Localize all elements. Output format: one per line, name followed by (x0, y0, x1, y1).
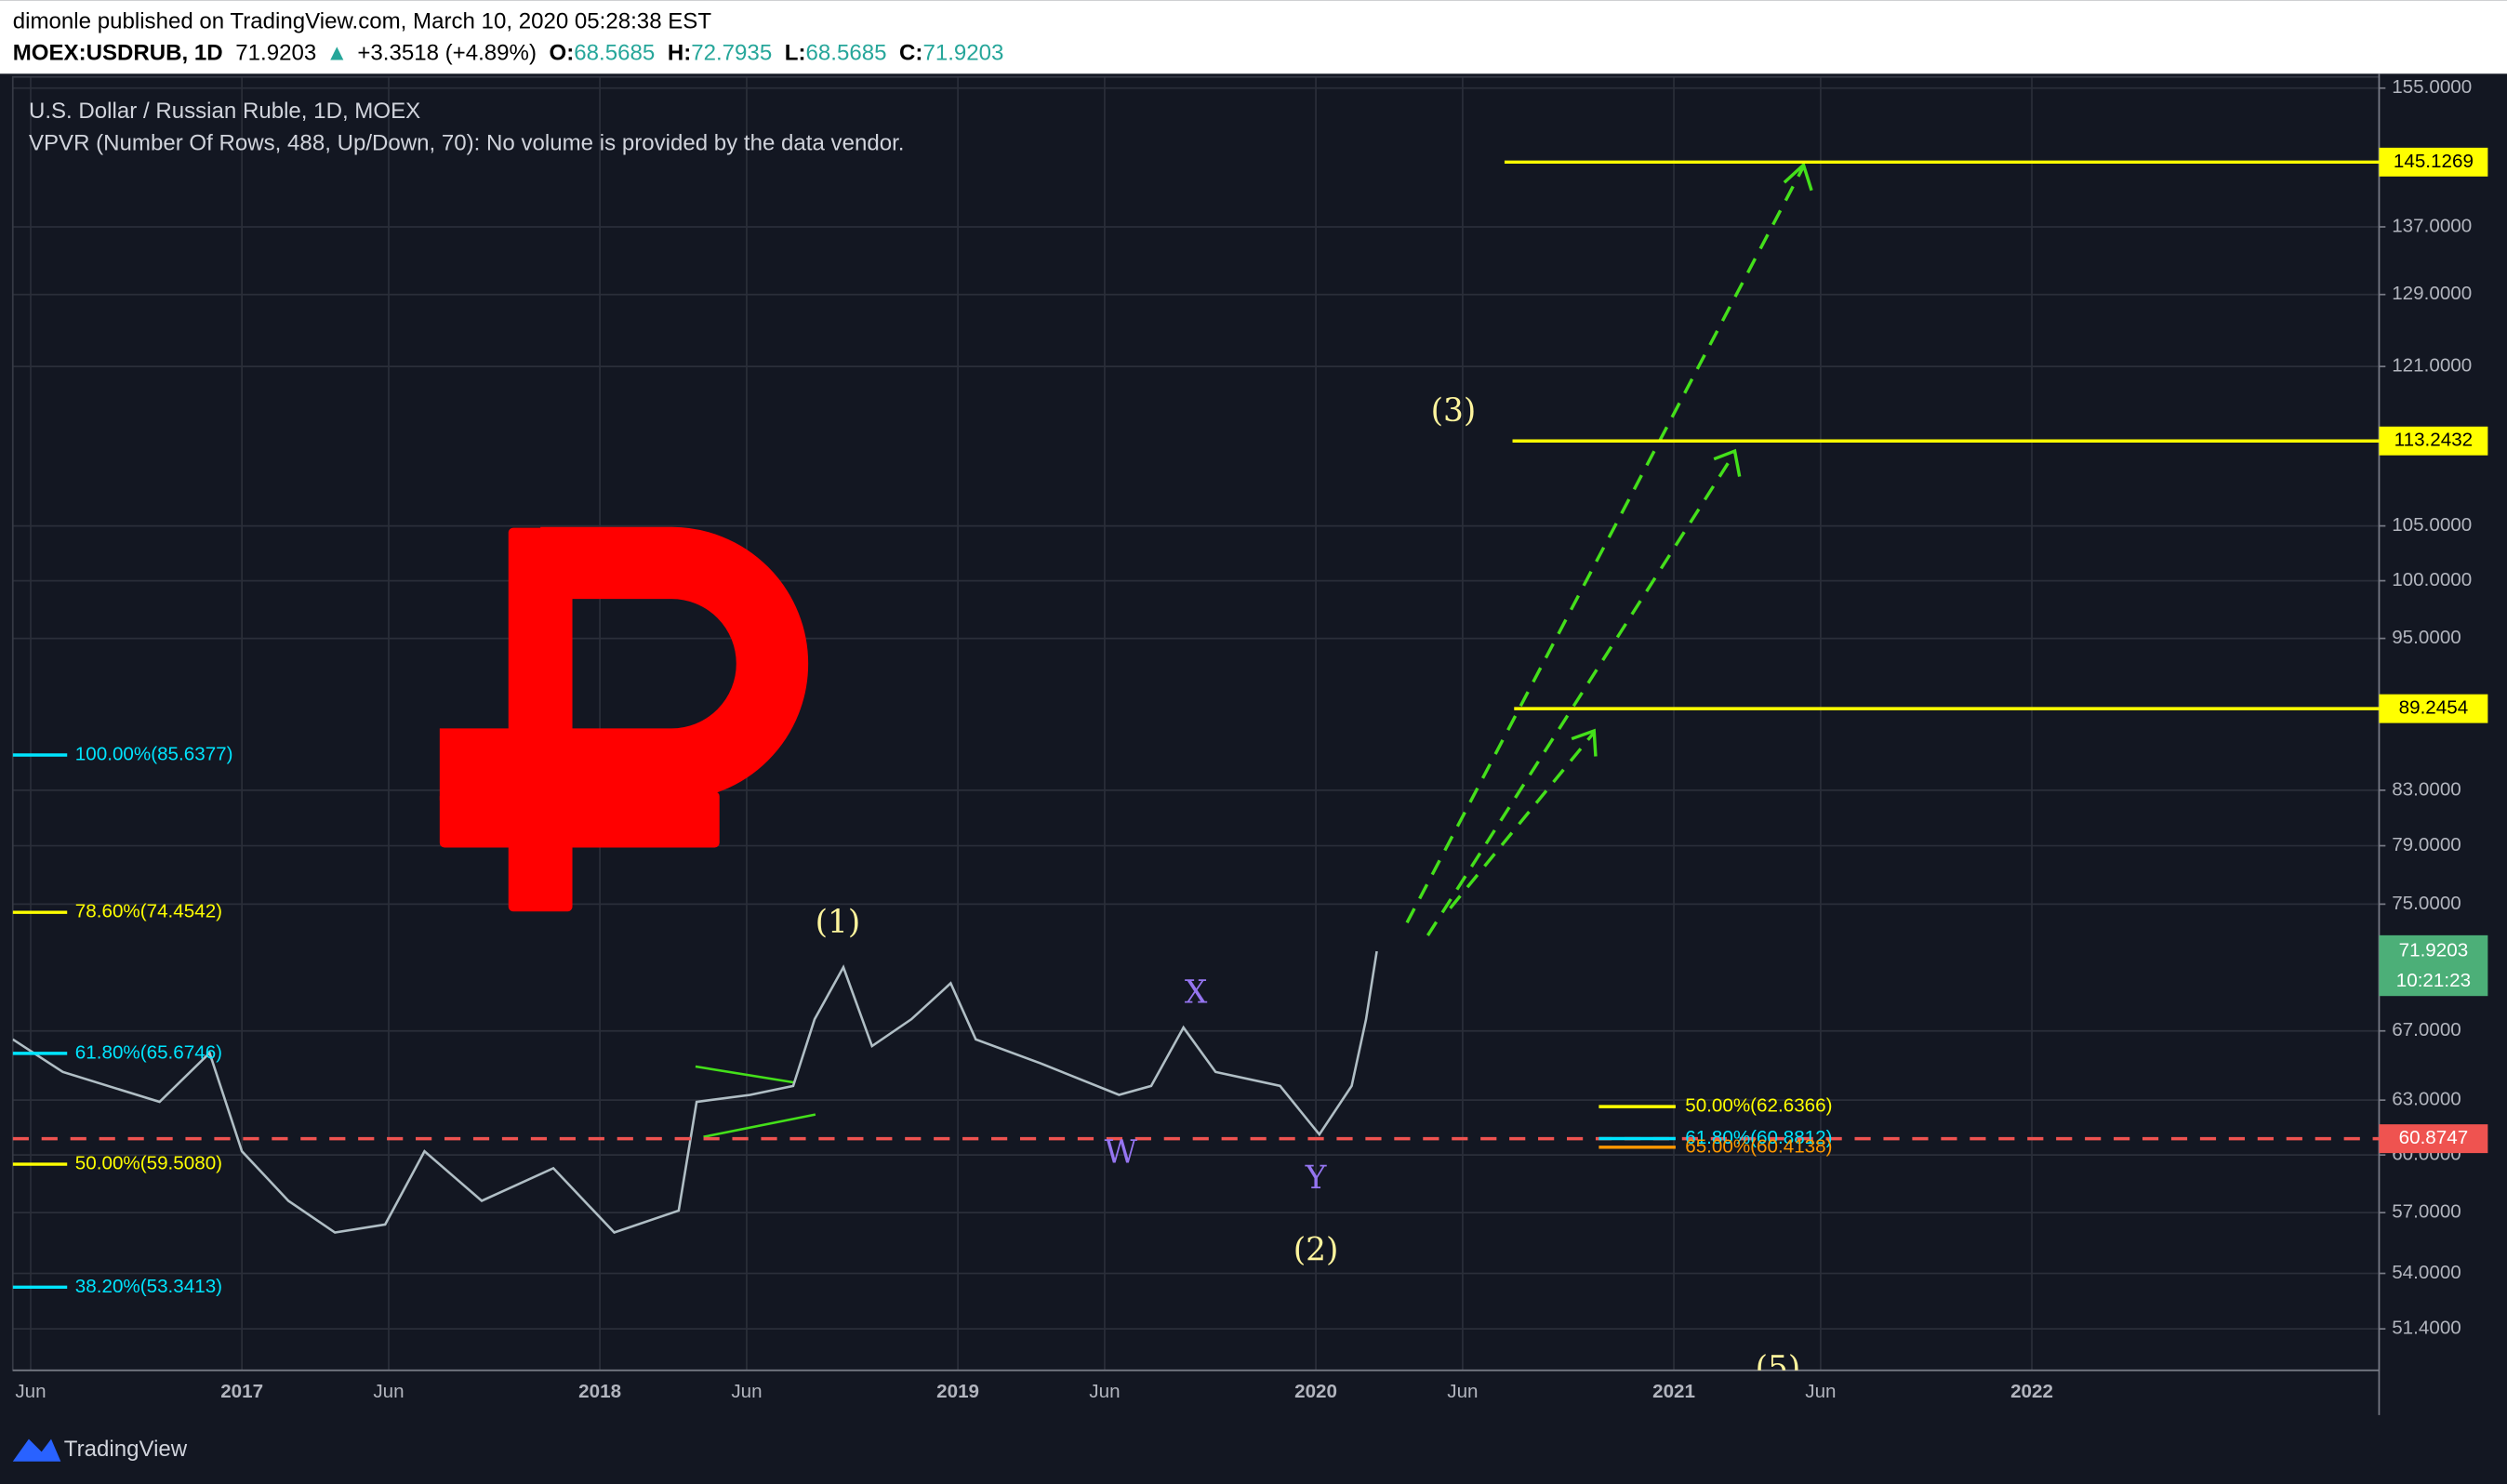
header-bar (0, 0, 2507, 74)
y-tick-label: 57.0000 (2392, 1201, 2461, 1223)
wave-label: Y (1305, 1159, 1327, 1197)
y-tick-label: 79.0000 (2392, 834, 2461, 855)
price-tag-label: 145.1269 (2394, 151, 2474, 172)
ohlc-label: C: (899, 41, 922, 66)
ohlc-label: L: (785, 41, 806, 66)
fib-label: 78.60%(74.4542) (75, 901, 222, 922)
y-tick-label: 129.0000 (2392, 283, 2472, 304)
y-tick-label: 63.0000 (2392, 1089, 2461, 1110)
trend-line (695, 1065, 795, 1084)
fib-label: 50.00%(62.6366) (1685, 1095, 1832, 1117)
trend-line (703, 1113, 816, 1138)
price-tag (2379, 694, 2488, 723)
price-tag (2379, 426, 2488, 456)
logo (12, 1438, 61, 1462)
x-tick-label: 2022 (2010, 1381, 2053, 1402)
countdown: 10:21:23 (2396, 970, 2471, 991)
price-tag-label: 113.2432 (2394, 430, 2474, 451)
y-tick-label: 75.0000 (2392, 893, 2461, 914)
symbol-line: MOEX:USDRUB, 1D 71.9203 ▲ +3.3518 (+4.89… (13, 41, 1004, 66)
price-tag-label: 89.2454 (2399, 697, 2469, 719)
x-tick-label: Jun (1447, 1381, 1478, 1402)
x-tick-label: Jun (15, 1381, 46, 1402)
ruble-bar (439, 791, 720, 848)
arrow-head (1783, 162, 1813, 192)
x-tick-label: 2018 (578, 1381, 621, 1402)
x-tick-label: 2017 (220, 1381, 263, 1402)
price-line (12, 950, 1378, 1234)
y-tick-label: 51.4000 (2392, 1318, 2461, 1339)
arrow: ▲ (325, 41, 348, 66)
fib-label: 61.80%(65.6746) (75, 1041, 222, 1063)
fib-label: 50.00%(59.5080) (75, 1153, 222, 1174)
wave-label: (1) (816, 904, 861, 941)
footer: TradingView (12, 1437, 188, 1462)
arrow-line (1449, 731, 1596, 909)
projection-arrows (1405, 162, 1813, 936)
wave-label: (2) (1293, 1231, 1339, 1268)
arrow-line (1426, 451, 1736, 936)
triangle-lines (695, 1065, 816, 1138)
arrow-head (1571, 728, 1598, 757)
x-tick-label: Jun (1089, 1381, 1120, 1402)
last-price-tag (2379, 934, 2488, 997)
price-tag-label: 60.8747 (2399, 1127, 2469, 1148)
y-tick-label: 54.0000 (2392, 1262, 2461, 1283)
wave-label: (3) (1431, 392, 1477, 430)
price-tag (2379, 147, 2488, 177)
y-tick-label: 100.0000 (2392, 569, 2472, 590)
price-tag (2379, 1124, 2488, 1154)
byline: dimonle published on TradingView.com, Ma… (13, 9, 712, 34)
x-tick-label: Jun (373, 1381, 404, 1402)
fib-label: 100.00%(85.6377) (75, 743, 233, 764)
x-tick-label: 2019 (936, 1381, 979, 1402)
fib-label: 61.80%(60.8812) (1685, 1127, 1832, 1148)
ohlc-value: 72.7935 (691, 41, 772, 66)
fib-label: 38.20%(53.3413) (75, 1276, 222, 1297)
brand: TradingView (64, 1437, 188, 1462)
x-tick-label: 2021 (1652, 1381, 1695, 1402)
plot-marks (12, 160, 2380, 1290)
wave-label: W (1105, 1134, 1138, 1172)
x-tick-label: 2020 (1294, 1381, 1337, 1402)
last-price-label: 71.9203 (2399, 940, 2469, 961)
arrow-line (1405, 166, 1805, 924)
y-tick-label: 121.0000 (2392, 355, 2472, 377)
y-tick-label: 155.0000 (2392, 76, 2472, 98)
wave-labels: (1) (2) (3) (5) W X Y (816, 392, 1801, 1387)
y-tick-label: 105.0000 (2392, 514, 2472, 536)
y-tick-label: 137.0000 (2392, 215, 2472, 236)
y-tick-label: 83.0000 (2392, 778, 2461, 800)
grid (12, 76, 2380, 1371)
ruble-bowl (439, 526, 809, 801)
ohlc-value: 68.5685 (806, 41, 887, 66)
last: 71.9203 (235, 41, 316, 66)
fib-label: 65.00%(60.4138) (1685, 1135, 1832, 1157)
y-tick-label: 95.0000 (2392, 627, 2461, 648)
symbol: MOEX:USDRUB, 1D (13, 41, 223, 66)
y-tick-label: 67.0000 (2392, 1019, 2461, 1040)
change: +3.3518 (+4.89%) (357, 41, 537, 66)
ohlc-label: O: (550, 41, 575, 66)
wave-label: X (1185, 974, 1208, 1012)
chart-subtitle: VPVR (Number Of Rows, 488, Up/Down, 70):… (29, 130, 905, 155)
ohlc-value: 68.5685 (574, 41, 655, 66)
overlay: 155.0000 137.0000 129.0000 121.0000 105.0000… (15, 76, 2488, 1402)
x-tick-label: Jun (731, 1381, 762, 1402)
ohlc-label: H: (668, 41, 691, 66)
arrow-head (1713, 448, 1742, 477)
ohlc-value: 71.9203 (922, 41, 1003, 66)
x-tick-label: Jun (1805, 1381, 1836, 1402)
ruble-symbol (439, 526, 809, 912)
wave-label: (5) (1756, 1350, 1801, 1387)
chart-title: U.S. Dollar / Russian Ruble, 1D, MOEX (29, 99, 420, 124)
